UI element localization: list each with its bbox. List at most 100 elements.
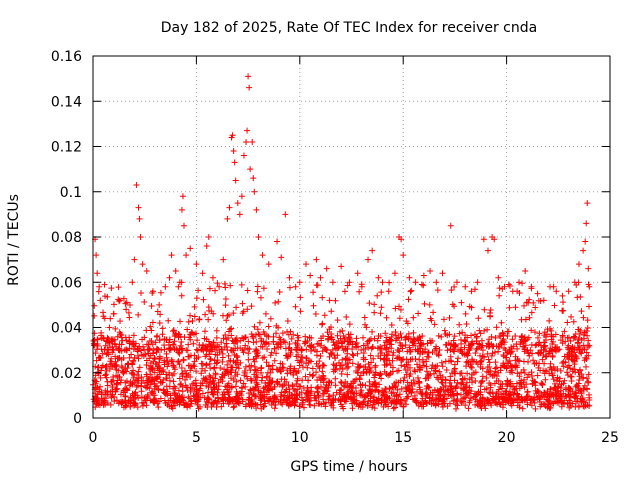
data-point: [337, 398, 344, 405]
data-point: [375, 388, 382, 395]
data-point: [151, 396, 158, 403]
data-point: [325, 378, 332, 385]
data-point: [123, 368, 130, 375]
data-point: [528, 402, 535, 409]
data-point: [219, 350, 226, 357]
data-point: [488, 352, 495, 359]
data-point: [152, 383, 159, 390]
data-point: [156, 353, 163, 360]
data-point: [102, 371, 109, 378]
data-point: [271, 357, 278, 364]
chart-title: Day 182 of 2025, Rate Of TEC Index for r…: [161, 20, 537, 36]
data-point: [444, 387, 451, 394]
data-point: [464, 389, 471, 396]
data-point: [207, 365, 214, 372]
data-point: [498, 391, 505, 398]
data-point: [215, 386, 222, 393]
data-point: [269, 362, 276, 369]
data-point: [244, 375, 251, 382]
data-point: [224, 361, 231, 368]
data-point: [415, 402, 422, 409]
data-point: [306, 371, 313, 378]
y-tick-label: 0.06: [51, 275, 82, 291]
data-point: [313, 369, 320, 376]
data-point: [464, 334, 471, 341]
data-point: [187, 312, 194, 319]
data-point: [467, 361, 474, 368]
data-point: [285, 353, 292, 360]
data-point: [167, 397, 174, 404]
data-point: [284, 370, 291, 377]
data-point: [313, 348, 320, 355]
data-point: [421, 362, 428, 369]
data-point: [245, 338, 252, 345]
data-point: [254, 383, 261, 390]
data-point: [267, 352, 274, 359]
data-point: [586, 342, 593, 349]
data-point: [184, 387, 191, 394]
data-point: [332, 375, 339, 382]
data-point: [546, 405, 553, 412]
data-point: [542, 376, 549, 383]
data-point: [350, 352, 357, 359]
data-point: [403, 388, 410, 395]
data-point: [320, 373, 327, 380]
data-point: [93, 395, 100, 402]
data-point: [333, 389, 340, 396]
data-point: [360, 342, 367, 349]
data-point: [230, 358, 237, 365]
y-tick-label: 0.02: [51, 366, 82, 382]
data-point: [507, 378, 514, 385]
data-point: [394, 386, 401, 393]
data-point: [201, 376, 208, 383]
data-point: [161, 357, 168, 364]
data-point: [288, 335, 295, 342]
data-point: [218, 403, 225, 410]
data-point: [582, 354, 589, 361]
data-point: [495, 386, 502, 393]
data-point: [156, 398, 163, 405]
data-point: [378, 375, 385, 382]
data-point: [151, 356, 158, 363]
data-point: [579, 396, 586, 403]
data-point: [233, 352, 240, 359]
data-point: [223, 386, 230, 393]
data-point: [556, 346, 563, 353]
data-point: [204, 389, 211, 396]
data-point: [206, 285, 213, 292]
data-point: [206, 380, 213, 387]
data-point: [478, 358, 485, 365]
data-point: [560, 358, 567, 365]
data-point: [521, 338, 528, 345]
x-tick-label: 0: [89, 430, 98, 446]
data-point: [204, 404, 211, 411]
data-point: [122, 393, 129, 400]
data-point: [131, 354, 138, 361]
data-point: [573, 354, 580, 361]
data-point: [486, 336, 493, 343]
data-point: [281, 381, 288, 388]
data-point: [585, 337, 592, 344]
data-point: [176, 361, 183, 368]
data-point: [524, 401, 531, 408]
data-point: [163, 375, 170, 382]
data-point: [262, 379, 269, 386]
data-point: [483, 374, 490, 381]
data-point: [101, 395, 108, 402]
data-point: [202, 375, 209, 382]
data-point: [360, 349, 367, 356]
data-point: [373, 383, 380, 390]
data-point: [339, 366, 346, 373]
data-point: [583, 349, 590, 356]
data-point: [187, 367, 194, 374]
data-point: [240, 380, 247, 387]
data-point: [424, 391, 431, 398]
data-point: [102, 372, 109, 379]
data-point: [128, 369, 135, 376]
data-point: [291, 401, 298, 408]
data-point: [343, 392, 350, 399]
data-point: [319, 368, 326, 375]
data-point: [523, 394, 530, 401]
data-point: [278, 368, 285, 375]
